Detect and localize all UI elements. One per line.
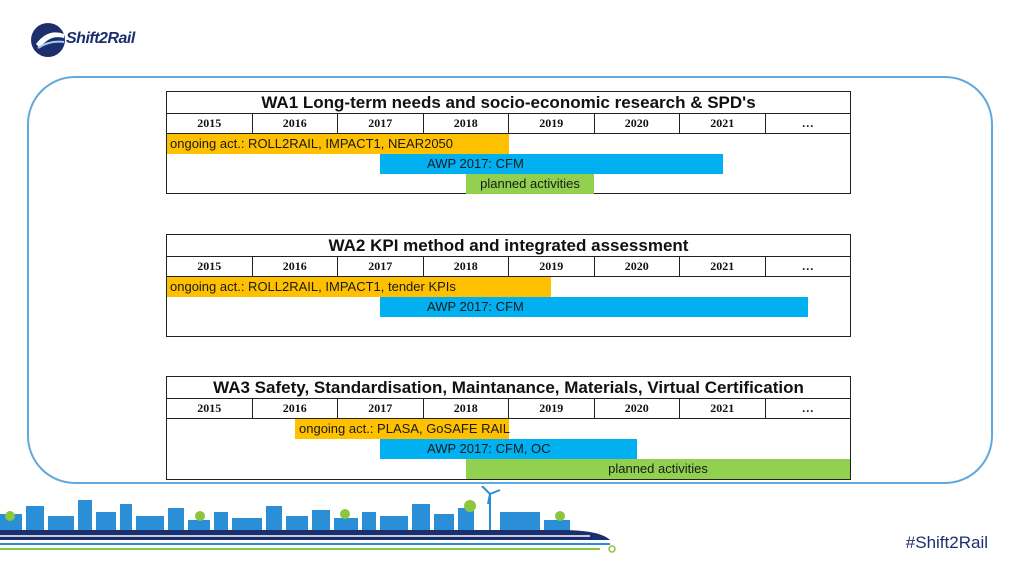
awp-label: AWP 2017: CFM, OC [427,441,551,456]
year-cell: 2018 [424,257,509,276]
awp-bar [380,439,637,459]
awp-label: AWP 2017: CFM [427,156,524,171]
year-cell: 2019 [509,399,595,418]
year-header-row: 2015 2016 2017 2018 2019 2020 2021 … [167,114,850,134]
logo-text: Shift2Rail [66,30,135,47]
year-cell: … [801,116,814,130]
year-cell: 2017 [338,399,424,418]
year-cell: 2017 [338,114,424,133]
year-cell: 2016 [253,114,338,133]
ongoing-activity-bar: ongoing act.: ROLL2RAIL, IMPACT1, NEAR20… [167,134,509,154]
year-cell: 2021 [680,257,766,276]
wa1-title: WA1 Long-term needs and socio-economic r… [167,92,850,114]
awp-bar [380,297,808,317]
year-cell: 2017 [338,257,424,276]
awp-label: AWP 2017: CFM [427,299,524,314]
planned-activities-bar: planned activities [466,174,594,194]
year-cell: … [801,259,814,273]
wa3-title: WA3 Safety, Standardisation, Maintanance… [167,377,850,399]
year-cell: 2020 [595,257,680,276]
year-cell: 2015 [167,114,253,133]
wa1-table: WA1 Long-term needs and socio-economic r… [166,91,851,194]
ongoing-activity-label: ongoing act.: PLASA, GoSAFE RAIL [299,421,511,436]
year-cell: 2021 [680,114,766,133]
year-cell: 2015 [167,257,253,276]
shift2rail-logo-icon [31,23,65,57]
city-skyline-train-icon [0,486,616,553]
wa2-title: WA2 KPI method and integrated assessment [167,235,850,257]
wa2-table: WA2 KPI method and integrated assessment… [166,234,851,337]
year-cell: 2019 [509,257,595,276]
year-cell: 2020 [595,399,680,418]
year-cell: 2021 [680,399,766,418]
year-cell: 2019 [509,114,595,133]
year-cell: 2018 [424,114,509,133]
year-cell: 2016 [253,399,338,418]
planned-activities-bar: planned activities [466,459,850,479]
year-header-row: 2015 2016 2017 2018 2019 2020 2021 … [167,399,850,419]
wa3-table: WA3 Safety, Standardisation, Maintanance… [166,376,851,480]
year-header-row: 2015 2016 2017 2018 2019 2020 2021 … [167,257,850,277]
ongoing-activity-bar [295,419,509,439]
year-cell: 2015 [167,399,253,418]
year-cell: … [801,401,814,415]
hashtag-label: #Shift2Rail [905,533,988,552]
year-cell: 2016 [253,257,338,276]
year-cell: 2020 [595,114,680,133]
ongoing-activity-bar: ongoing act.: ROLL2RAIL, IMPACT1, tender… [167,277,551,297]
year-cell: 2018 [424,399,509,418]
awp-bar [380,154,723,174]
